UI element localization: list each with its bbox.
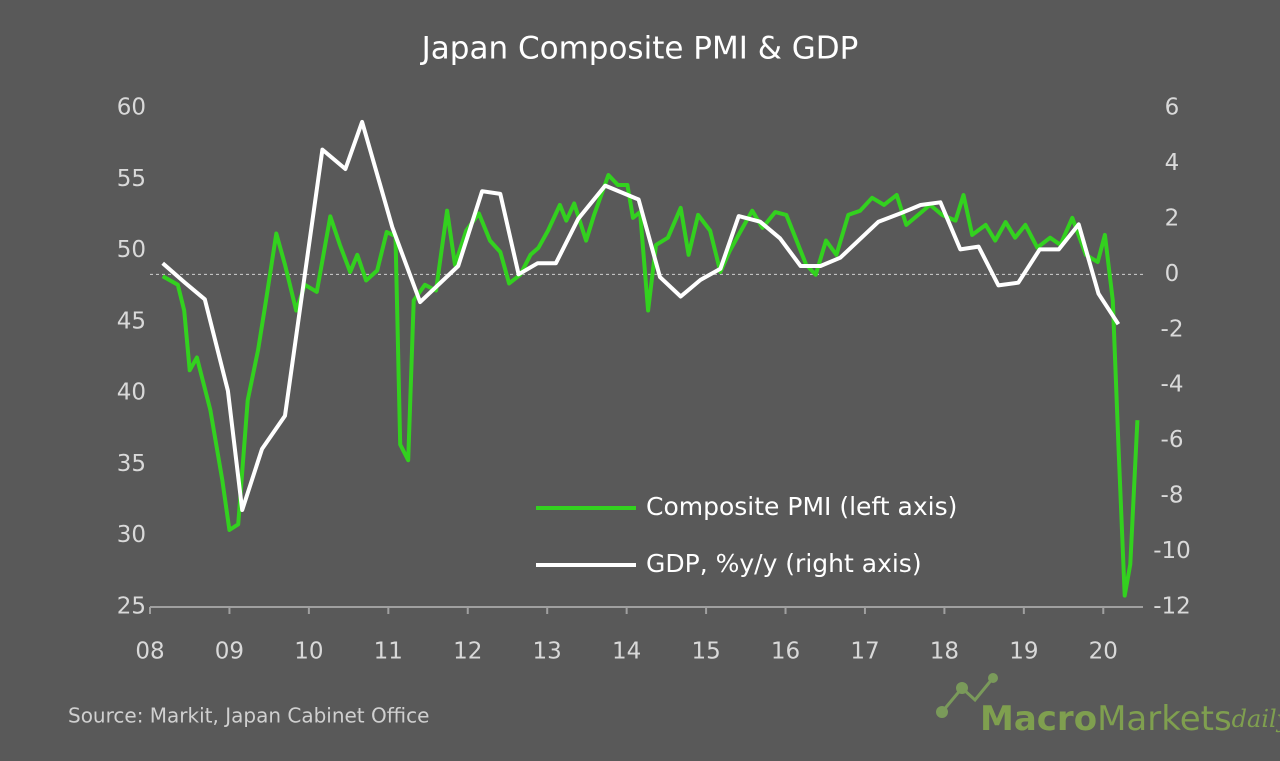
x-tick-label: 10 <box>294 639 323 665</box>
x-tick-label: 12 <box>453 639 482 665</box>
y2-tick-label: -12 <box>1153 594 1191 620</box>
y2-tick-label: 0 <box>1165 261 1180 287</box>
legend-label: Composite PMI (left axis) <box>646 492 957 521</box>
y2-tick-label: 6 <box>1165 95 1180 121</box>
y-tick-label: 60 <box>117 95 146 121</box>
source: Source: Markit, Japan Cabinet Office <box>68 704 429 728</box>
y2-tick-label: -6 <box>1161 427 1184 453</box>
y-tick-label: 55 <box>117 166 146 192</box>
y2-tick-label: 2 <box>1165 205 1180 231</box>
series-line <box>161 119 1121 512</box>
logo-macro: Macro <box>980 699 1097 739</box>
y-tick-label: 35 <box>117 451 146 477</box>
x-tick-label: 18 <box>930 639 959 665</box>
x-tick-label: 15 <box>691 639 720 665</box>
y2-tick-label: 4 <box>1165 150 1180 176</box>
y2-tick-label: -10 <box>1153 538 1191 564</box>
y-tick-label: 50 <box>117 237 146 263</box>
y2-tick-label: -8 <box>1161 483 1184 509</box>
legend-label: GDP, %y/y (right axis) <box>646 549 922 578</box>
x-tick-label: 14 <box>612 639 641 665</box>
x-tick-label: 11 <box>374 639 403 665</box>
y-tick-label: 45 <box>117 308 146 334</box>
y-tick-label: 40 <box>117 380 146 406</box>
y2-tick-label: -2 <box>1161 316 1184 342</box>
chart-title: Japan Composite PMI & GDP <box>420 31 859 67</box>
logo-text: MacroMarketsdaily <box>980 699 1280 739</box>
logo-daily: daily <box>1232 705 1280 733</box>
series-line <box>161 173 1140 598</box>
y-tick-label: 25 <box>117 594 146 620</box>
x-tick-label: 09 <box>215 639 244 665</box>
x-tick-label: 08 <box>135 639 164 665</box>
logo: MacroMarketsdaily <box>936 673 1280 739</box>
logo-markets: Markets <box>1097 699 1232 739</box>
x-tick-label: 20 <box>1089 639 1118 665</box>
x-tick-label: 19 <box>1009 639 1038 665</box>
y2-tick-label: -4 <box>1161 372 1184 398</box>
x-tick-label: 16 <box>771 639 800 665</box>
logo-line <box>940 677 995 713</box>
x-tick-label: 17 <box>850 639 879 665</box>
y-tick-label: 30 <box>117 522 146 548</box>
x-tick-label: 13 <box>533 639 562 665</box>
